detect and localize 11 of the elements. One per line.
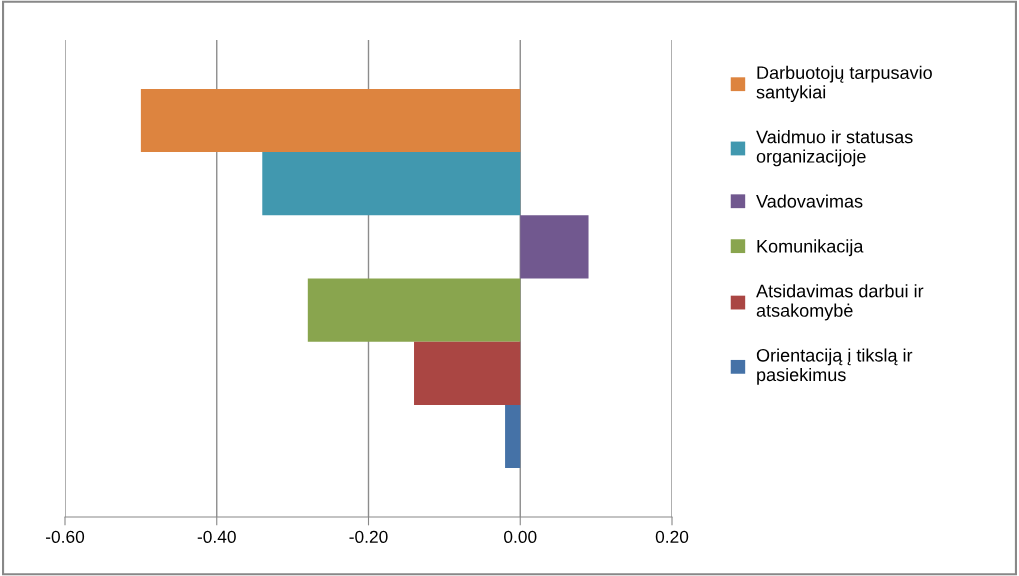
legend-label: Komunikacija xyxy=(757,239,864,257)
x-tick-label: -0.60 xyxy=(45,530,85,543)
x-tick-label: 0.20 xyxy=(655,530,689,543)
legend-label: Darbuotojų tarpusavio santykiai xyxy=(756,65,932,103)
legend-label: Vaidmuo ir statusas organizacijoje xyxy=(756,130,913,167)
x-tick-label: 0.00 xyxy=(504,530,537,543)
legend-label: Orientaciją į tikslą ir pasiekimus xyxy=(756,348,913,385)
legend-label: Vadovavimas xyxy=(756,194,863,208)
x-tick-label: -0.40 xyxy=(197,530,236,543)
x-tick-label: -0.20 xyxy=(349,530,388,543)
legend-label: Atsidavimas darbui ir atsakomybė xyxy=(756,284,924,321)
